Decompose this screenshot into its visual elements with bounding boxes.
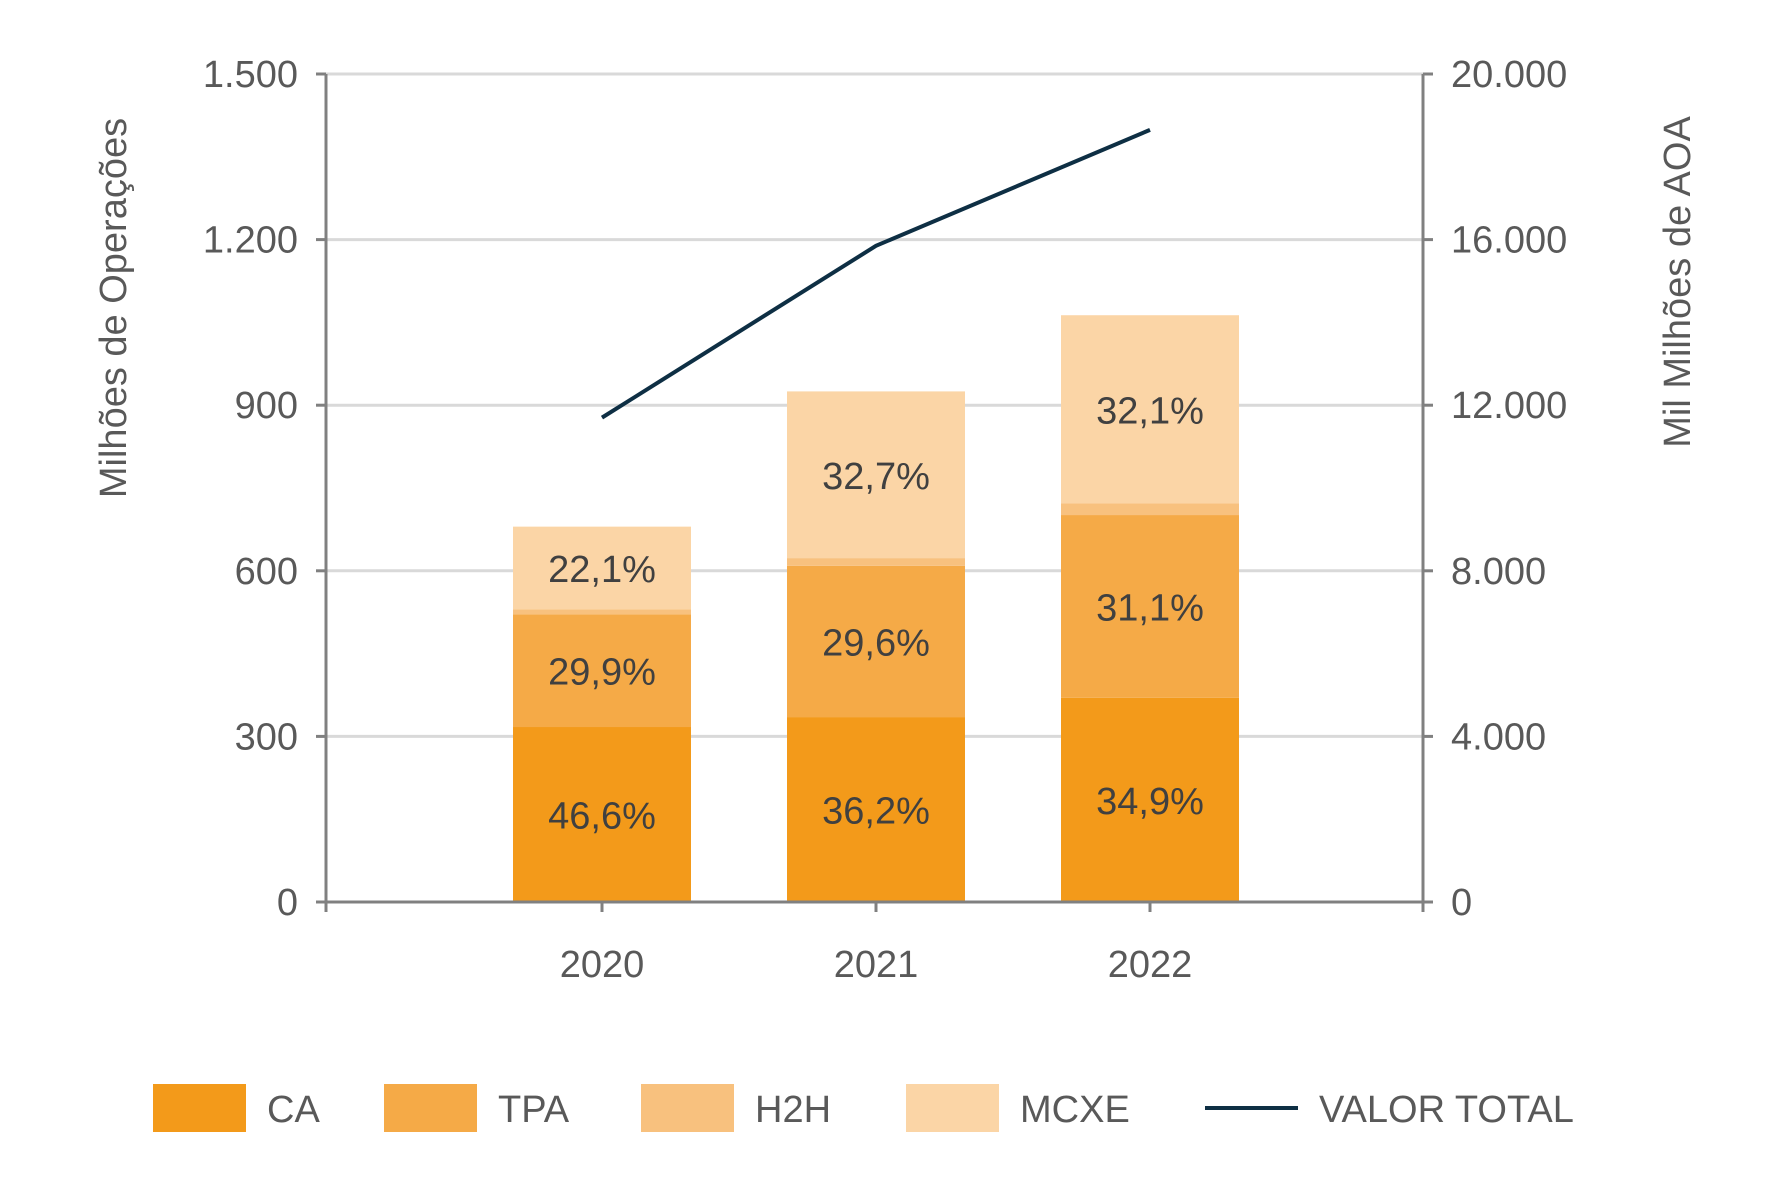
legend-label-ca: CA	[267, 1089, 320, 1131]
data-label: 32,1%	[1096, 390, 1204, 432]
legend-swatch-h2h	[641, 1084, 734, 1132]
legend-swatch-tpa	[384, 1084, 477, 1132]
data-label: 46,6%	[548, 796, 656, 838]
legend-swatch-mcxe	[906, 1084, 999, 1132]
y-tick-label-left: 600	[235, 551, 298, 593]
legend: CA TPA H2H MCXE VALOR TOTAL	[153, 1084, 1574, 1132]
data-label: 34,9%	[1096, 781, 1204, 823]
legend-label-h2h: H2H	[755, 1089, 831, 1131]
y-tick-label-right: 16.000	[1451, 220, 1567, 262]
bar-tpa-2022	[1061, 515, 1239, 698]
y-tick-label-right: 8.000	[1451, 551, 1546, 593]
bar-h2h-2021	[787, 558, 965, 566]
y-tick-label-left: 1.200	[203, 220, 298, 262]
bar-ca-2022	[1061, 697, 1239, 902]
right-tick-labels: 0 4.000 8.000 12.000 16.000 20.000	[1451, 54, 1567, 924]
y-tick-label-left: 0	[277, 882, 298, 924]
y-axis-title-left: Milhões de Operações	[93, 118, 135, 498]
axes	[316, 72, 1433, 912]
legend-label-tpa: TPA	[498, 1089, 570, 1131]
y-tick-label-right: 0	[1451, 882, 1472, 924]
line-layer	[600, 128, 1151, 420]
y-tick-label-right: 12.000	[1451, 385, 1567, 427]
y-tick-label-left: 300	[235, 716, 298, 758]
y-axis-title-right: Mil Milhões de AOA	[1657, 116, 1699, 448]
legend-label-mcxe: MCXE	[1020, 1089, 1130, 1131]
data-label: 36,2%	[822, 791, 930, 833]
y-tick-label-left: 1.500	[203, 54, 298, 96]
legend-label-valor-total: VALOR TOTAL	[1319, 1089, 1574, 1131]
x-tick-label: 2020	[560, 944, 645, 986]
bar-ca-2020	[513, 727, 691, 902]
y-tick-label-right: 20.000	[1451, 54, 1567, 96]
bar-mcxe-2020	[513, 526, 691, 610]
x-tick-label: 2022	[1108, 944, 1193, 986]
bar-labels: 46,6% 29,9% 22,1% 36,2% 29,6% 32,7% 34,9% 31,1%…	[548, 390, 1204, 837]
bar-tpa-2021	[787, 565, 965, 718]
bar-ca-2021	[787, 717, 965, 902]
x-tick-label: 2021	[834, 944, 919, 986]
y-tick-label-left: 900	[235, 385, 298, 427]
legend-swatch-ca	[153, 1084, 246, 1132]
data-label: 22,1%	[548, 549, 656, 591]
y-tick-label-right: 4.000	[1451, 716, 1546, 758]
bar-mcxe-2022	[1061, 315, 1239, 504]
bar-tpa-2020	[513, 614, 691, 728]
x-tick-labels: 2020 2021 2022	[560, 944, 1193, 986]
data-label: 29,6%	[822, 622, 930, 664]
data-label: 32,7%	[822, 456, 930, 498]
data-label: 31,1%	[1096, 587, 1204, 629]
bar-mcxe-2021	[787, 391, 965, 559]
bar-h2h-2020	[513, 609, 691, 615]
bars	[513, 315, 1239, 902]
left-tick-labels: 0 300 600 900 1.200 1.500	[203, 54, 298, 924]
data-label: 29,9%	[548, 652, 656, 694]
bar-h2h-2022	[1061, 503, 1239, 516]
